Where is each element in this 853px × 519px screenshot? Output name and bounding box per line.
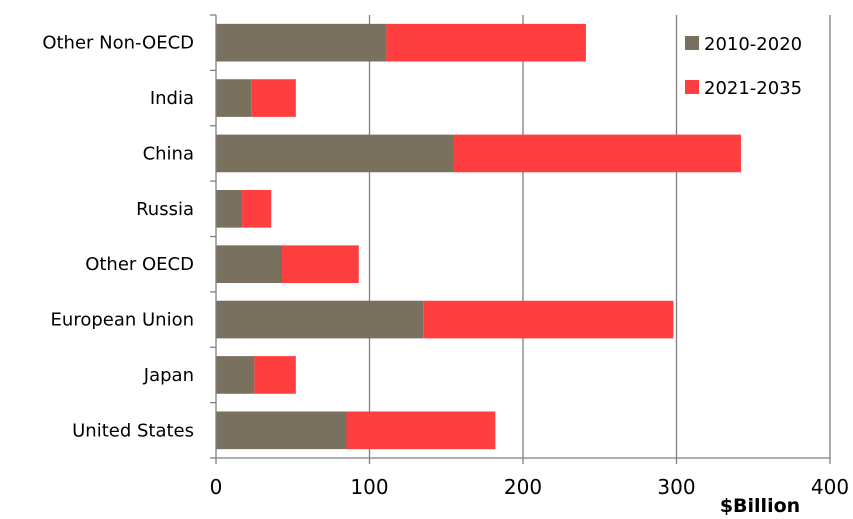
x-tick-label-100: 100 bbox=[350, 475, 388, 499]
bar-european-union-2021-2035 bbox=[423, 300, 674, 339]
x-tick-label-0: 0 bbox=[210, 475, 223, 499]
bar-india-2021-2035 bbox=[251, 79, 296, 117]
bar-russia-2010-2020 bbox=[216, 189, 243, 228]
bars bbox=[216, 23, 741, 450]
bar-russia-2021-2035 bbox=[242, 189, 272, 228]
bar-other-oecd-2010-2020 bbox=[216, 245, 283, 284]
category-label-other-non-oecd: Other Non-OECD bbox=[42, 33, 194, 54]
bar-united-states-2021-2035 bbox=[346, 411, 496, 450]
legend-swatch-2021-2035 bbox=[685, 80, 699, 94]
category-label-india: India bbox=[150, 88, 194, 109]
axes bbox=[210, 14, 831, 464]
x-tick-label-400: 400 bbox=[811, 475, 849, 499]
grid-lines bbox=[368, 15, 831, 458]
x-axis-label: $Billion bbox=[720, 495, 800, 517]
category-label-european-union: European Union bbox=[51, 310, 194, 331]
bar-japan-2021-2035 bbox=[254, 356, 296, 394]
x-tick-label-200: 200 bbox=[504, 475, 542, 499]
bar-united-states-2010-2020 bbox=[216, 411, 347, 450]
category-label-japan: Japan bbox=[143, 365, 194, 386]
bar-other-non-oecd-2010-2020 bbox=[216, 23, 387, 62]
category-label-china: China bbox=[143, 143, 194, 164]
legend-label-2021-2035: 2021-2035 bbox=[704, 78, 802, 99]
category-label-russia: Russia bbox=[136, 199, 194, 220]
x-tick-label-300: 300 bbox=[657, 475, 695, 499]
category-label-united-states: United States bbox=[72, 420, 194, 441]
bar-china-2010-2020 bbox=[216, 134, 454, 173]
bar-other-non-oecd-2021-2035 bbox=[386, 23, 586, 62]
legend-label-2010-2020: 2010-2020 bbox=[704, 34, 802, 55]
x-tick-labels: 0 100 200 300 400 bbox=[210, 475, 849, 499]
legend-swatch-2010-2020 bbox=[685, 36, 699, 50]
bar-china-2021-2035 bbox=[453, 134, 741, 173]
bar-european-union-2010-2020 bbox=[216, 300, 424, 339]
bar-other-oecd-2021-2035 bbox=[282, 245, 359, 284]
bar-japan-2010-2020 bbox=[216, 356, 255, 394]
bar-india-2010-2020 bbox=[216, 79, 252, 117]
category-labels: Other Non-OECD India China Russia Other OECD… bbox=[42, 33, 194, 442]
legend: 2010-2020 2021-2035 bbox=[685, 34, 802, 99]
category-label-other-oecd: Other OECD bbox=[85, 254, 194, 275]
